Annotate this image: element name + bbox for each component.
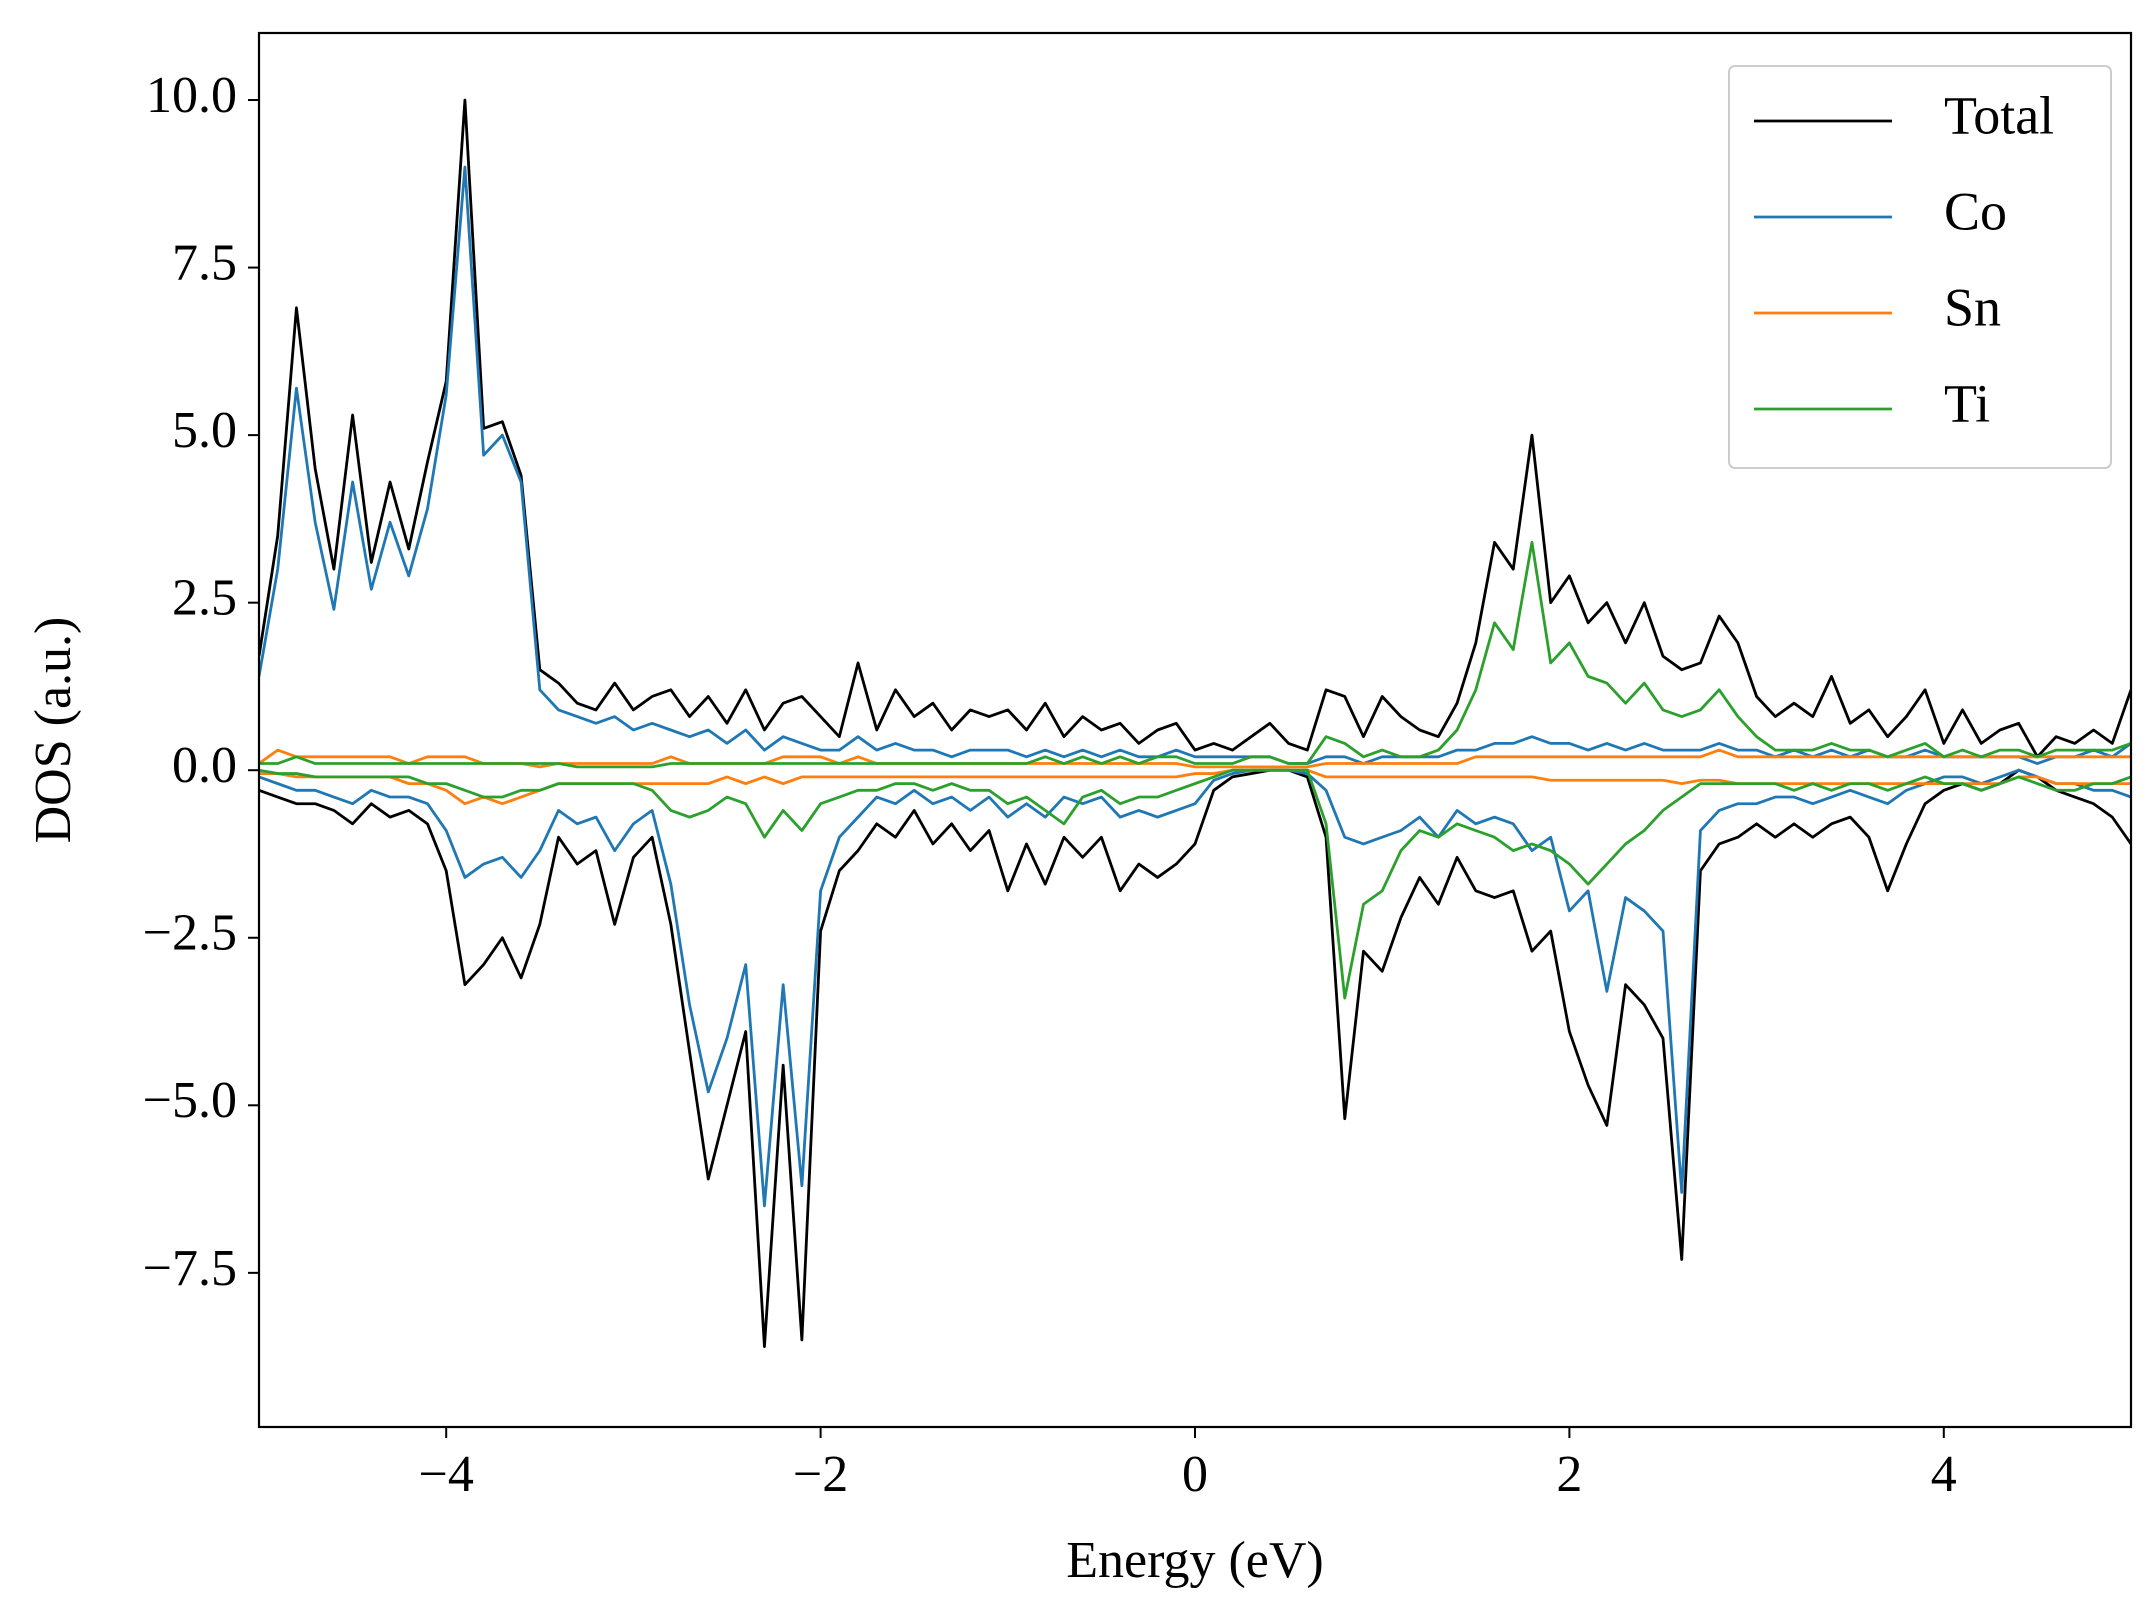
series-line (259, 768, 2131, 1000)
series-line (259, 165, 2131, 765)
legend-label: Co (1944, 181, 2007, 241)
y-tick-label: 0.0 (172, 737, 237, 794)
y-tick-label: 10.0 (146, 67, 237, 124)
legend: Total Co Sn Ti (1728, 65, 2112, 469)
plot-area (259, 98, 2131, 1348)
series-line (259, 540, 2131, 769)
y-tick-label: 7.5 (172, 235, 237, 292)
y-axis-label: DOS (a.u.) (25, 617, 82, 844)
legend-box (1728, 65, 2112, 469)
y-tick-label: 2.5 (172, 570, 237, 627)
y-tick-label: −5.0 (143, 1072, 237, 1129)
legend-label: Total (1944, 85, 2054, 145)
legend-label: Sn (1944, 277, 2001, 337)
series-line (259, 98, 2131, 759)
x-axis-label: Energy (eV) (1066, 1532, 1324, 1589)
y-tick-label: −7.5 (143, 1240, 237, 1297)
series-line (259, 768, 2131, 1348)
x-tick-label: 0 (1182, 1446, 1208, 1503)
x-tick-label: −2 (793, 1446, 848, 1503)
legend-label: Ti (1944, 373, 1990, 433)
y-tick-label: 5.0 (172, 402, 237, 459)
series-line (259, 748, 2131, 769)
x-tick-label: 2 (1556, 1446, 1582, 1503)
x-tick-label: 4 (1931, 1446, 1957, 1503)
series-line (259, 768, 2131, 806)
y-tick-label: −2.5 (143, 905, 237, 962)
x-tick-label: −4 (419, 1446, 474, 1503)
series-line (259, 768, 2131, 1208)
